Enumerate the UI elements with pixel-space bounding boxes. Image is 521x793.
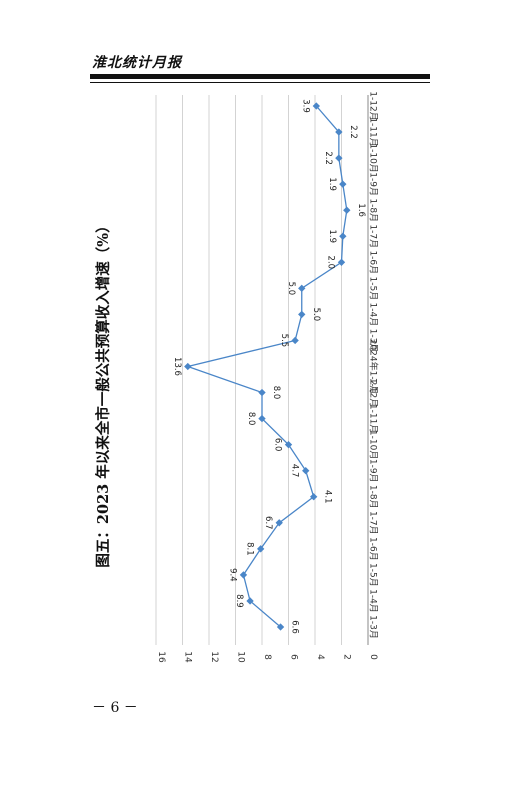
y-tick-label: 6 xyxy=(289,654,299,660)
x-tick-label: 1-7月 xyxy=(367,224,378,248)
y-tick-label: 4 xyxy=(315,654,325,660)
x-tick-label: 1-3月 xyxy=(367,329,378,353)
x-tick-label: 1-12月 xyxy=(367,378,378,407)
data-point xyxy=(258,414,266,423)
x-tick-label: 1-4月 xyxy=(367,589,378,613)
x-tick-label: 1-4月 xyxy=(367,303,378,327)
data-label: 8.9 xyxy=(234,594,244,608)
data-label: 4.1 xyxy=(323,490,333,504)
data-label: 2.2 xyxy=(323,151,333,165)
x-tick-label: 2024年1-2月 xyxy=(367,339,379,395)
page-number: － 6 － xyxy=(92,700,138,716)
data-label: 5.0 xyxy=(311,308,321,322)
data-point xyxy=(337,258,346,266)
x-tick-label: 1-10月 xyxy=(367,430,378,459)
data-point xyxy=(258,388,266,397)
x-tick-label: 1-5月 xyxy=(367,276,378,300)
y-tick-label: 8 xyxy=(262,654,272,660)
data-label: 8.0 xyxy=(246,412,256,426)
data-label: 1.6 xyxy=(356,203,366,217)
x-tick-label: 1-12月 xyxy=(367,91,378,120)
data-point xyxy=(246,597,254,605)
data-point xyxy=(339,232,347,240)
x-tick-label: 1-9月 xyxy=(367,459,378,483)
data-label: 9.4 xyxy=(227,568,237,582)
x-tick-label: 1-11月 xyxy=(367,117,378,146)
data-point xyxy=(256,545,265,553)
data-label: 3.9 xyxy=(300,99,310,113)
data-label: 1.9 xyxy=(327,229,337,243)
y-tick-label: 14 xyxy=(183,651,193,663)
data-label: 2.0 xyxy=(326,256,336,270)
x-tick-label: 1-6月 xyxy=(367,537,378,561)
data-label: 2.2 xyxy=(348,125,358,139)
data-point xyxy=(343,206,351,214)
data-point xyxy=(275,519,283,527)
data-label: 8.0 xyxy=(271,386,281,400)
data-point xyxy=(335,154,343,162)
header-rule-thick xyxy=(90,74,430,79)
data-label: 13.6 xyxy=(172,357,182,376)
data-label: 8.1 xyxy=(245,542,255,556)
x-tick-label: 1-8月 xyxy=(367,485,378,509)
data-point xyxy=(339,180,347,188)
data-label: 6.7 xyxy=(263,516,273,530)
chart-title: 图五：2023 年以来全市一般公共预算收入增速（%） xyxy=(94,218,112,567)
x-tick-label: 1-3月 xyxy=(367,615,378,639)
data-point xyxy=(239,571,248,579)
data-point xyxy=(291,336,299,345)
x-tick-label: 1-9月 xyxy=(367,172,378,196)
data-label: 6.6 xyxy=(290,620,300,634)
y-tick-label: 2 xyxy=(342,654,352,660)
y-tick-labels: 0 2 4 6 8 10 12 14 16 xyxy=(156,651,378,663)
x-tick-label: 1-5月 xyxy=(367,563,378,587)
header-rule-thin xyxy=(90,82,430,83)
data-point xyxy=(276,623,285,631)
gridlines xyxy=(155,95,369,645)
data-label: 1.9 xyxy=(327,177,337,191)
x-tick-label: 1-11月 xyxy=(367,404,378,433)
data-point xyxy=(284,440,293,449)
data-point xyxy=(298,310,306,319)
x-tick-label: 1-8月 xyxy=(367,198,378,222)
data-point xyxy=(302,467,310,475)
data-point xyxy=(312,102,321,110)
y-tick-label: 12 xyxy=(209,651,219,662)
data-label: 4.7 xyxy=(290,464,300,478)
x-tick-label: 1-6月 xyxy=(367,250,378,274)
data-point xyxy=(335,128,343,136)
data-points xyxy=(184,102,351,631)
data-label: 5.0 xyxy=(286,282,296,296)
header-title: 淮北统计月报 xyxy=(92,55,182,71)
data-labels: 6.6 8.9 9.4 8.1 6.7 4.1 4.7 6.0 8.0 8.0 13.6 5.5 5.0… xyxy=(172,99,366,634)
data-point xyxy=(184,362,192,371)
x-tick-labels: 1-3月1-4月1-5月1-6月1-7月1-8月1-9月1-10月1-11月1-… xyxy=(367,91,379,639)
y-tick-label: 16 xyxy=(156,651,166,663)
y-tick-label: 0 xyxy=(368,654,378,660)
x-tick-label: 1-10月 xyxy=(367,143,378,172)
x-tick-label: 1-7月 xyxy=(367,511,378,535)
data-label: 6.0 xyxy=(273,438,283,452)
series-line xyxy=(185,105,348,628)
data-point xyxy=(309,493,318,501)
data-point xyxy=(298,284,306,293)
data-label: 5.5 xyxy=(279,334,289,348)
y-tick-label: 10 xyxy=(236,651,246,663)
